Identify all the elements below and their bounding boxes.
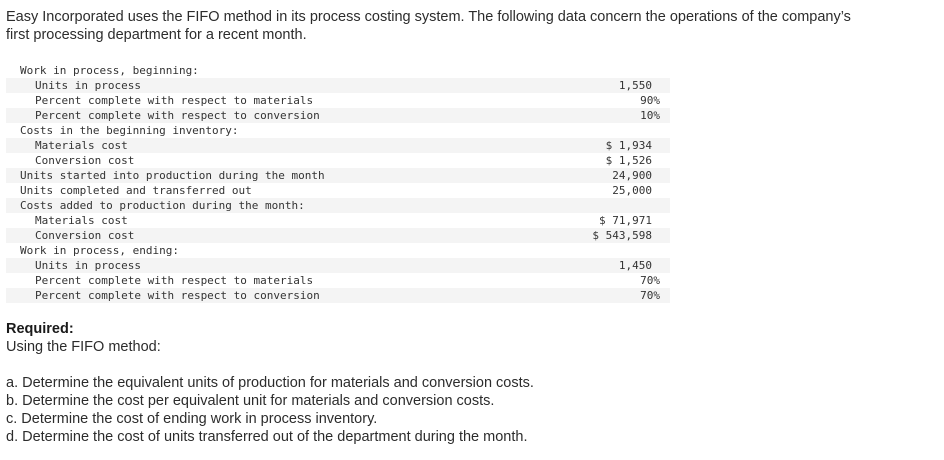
row-label: Work in process, beginning: xyxy=(20,64,199,77)
table-row: Percent complete with respect to convers… xyxy=(6,108,670,123)
row-value: $ 1,934 xyxy=(605,139,652,152)
row-label: Units completed and transferred out xyxy=(20,184,252,197)
table-row: Conversion cost $ 543,598 xyxy=(6,228,670,243)
intro-line-2: first processing department for a recent… xyxy=(6,27,307,43)
row-value: 90% xyxy=(640,94,660,107)
table-row: Conversion cost $ 1,526 xyxy=(6,153,670,168)
required-subtitle: Using the FIFO method: xyxy=(6,339,161,355)
row-value: 70% xyxy=(640,289,660,302)
row-label: Materials cost xyxy=(35,139,128,152)
row-label: Conversion cost xyxy=(35,229,135,242)
row-label: Percent complete with respect to materia… xyxy=(35,94,314,107)
row-value: 70% xyxy=(640,274,660,287)
table-row: Materials cost $ 1,934 xyxy=(6,138,670,153)
table-row: Work in process, ending: xyxy=(6,243,670,258)
table-row: Units in process 1,450 xyxy=(6,258,670,273)
row-value: 1,450 xyxy=(618,259,652,272)
row-label: Materials cost xyxy=(35,214,128,227)
row-value: 1,550 xyxy=(618,79,652,92)
intro-line-1: Easy Incorporated uses the FIFO method i… xyxy=(6,9,851,25)
task-item-a: a. Determine the equivalent units of pro… xyxy=(6,375,534,391)
task-item-b: b. Determine the cost per equivalent uni… xyxy=(6,393,495,409)
row-label: Costs added to production during the mon… xyxy=(20,199,305,212)
table-row: Materials cost $ 71,971 xyxy=(6,213,670,228)
required-heading: Required: xyxy=(6,321,74,337)
table-row: Units in process 1,550 xyxy=(6,78,670,93)
row-label: Units started into production during the… xyxy=(20,169,325,182)
problem-intro: Easy Incorporated uses the FIFO method i… xyxy=(6,8,936,44)
row-label: Units in process xyxy=(35,259,141,272)
row-value: $ 71,971 xyxy=(599,214,652,227)
table-row: Percent complete with respect to materia… xyxy=(6,93,670,108)
row-label: Units in process xyxy=(35,79,141,92)
row-label: Percent complete with respect to convers… xyxy=(35,289,320,302)
task-item-d: d. Determine the cost of units transferr… xyxy=(6,429,528,445)
row-value: $ 543,598 xyxy=(592,229,652,242)
task-item-c: c. Determine the cost of ending work in … xyxy=(6,411,378,427)
table-row: Units completed and transferred out 25,00… xyxy=(6,183,670,198)
row-label: Work in process, ending: xyxy=(20,244,179,257)
row-label: Conversion cost xyxy=(35,154,135,167)
table-row: Costs in the beginning inventory: xyxy=(6,123,670,138)
row-value: 10% xyxy=(640,109,660,122)
table-row: Costs added to production during the mon… xyxy=(6,198,670,213)
table-row: Percent complete with respect to materia… xyxy=(6,273,670,288)
task-list: a. Determine the equivalent units of pro… xyxy=(6,374,534,446)
row-value: 24,900 xyxy=(612,169,652,182)
table-row: Units started into production during the… xyxy=(6,168,670,183)
row-value: $ 1,526 xyxy=(605,154,652,167)
table-row: Percent complete with respect to convers… xyxy=(6,288,670,303)
required-section: Required: Using the FIFO method: xyxy=(6,320,161,356)
row-label: Percent complete with respect to convers… xyxy=(35,109,320,122)
data-table: Work in process, beginning: Units in pro… xyxy=(6,63,670,303)
row-label: Percent complete with respect to materia… xyxy=(35,274,314,287)
table-row: Work in process, beginning: xyxy=(6,63,670,78)
row-value: 25,000 xyxy=(612,184,652,197)
row-label: Costs in the beginning inventory: xyxy=(20,124,239,137)
